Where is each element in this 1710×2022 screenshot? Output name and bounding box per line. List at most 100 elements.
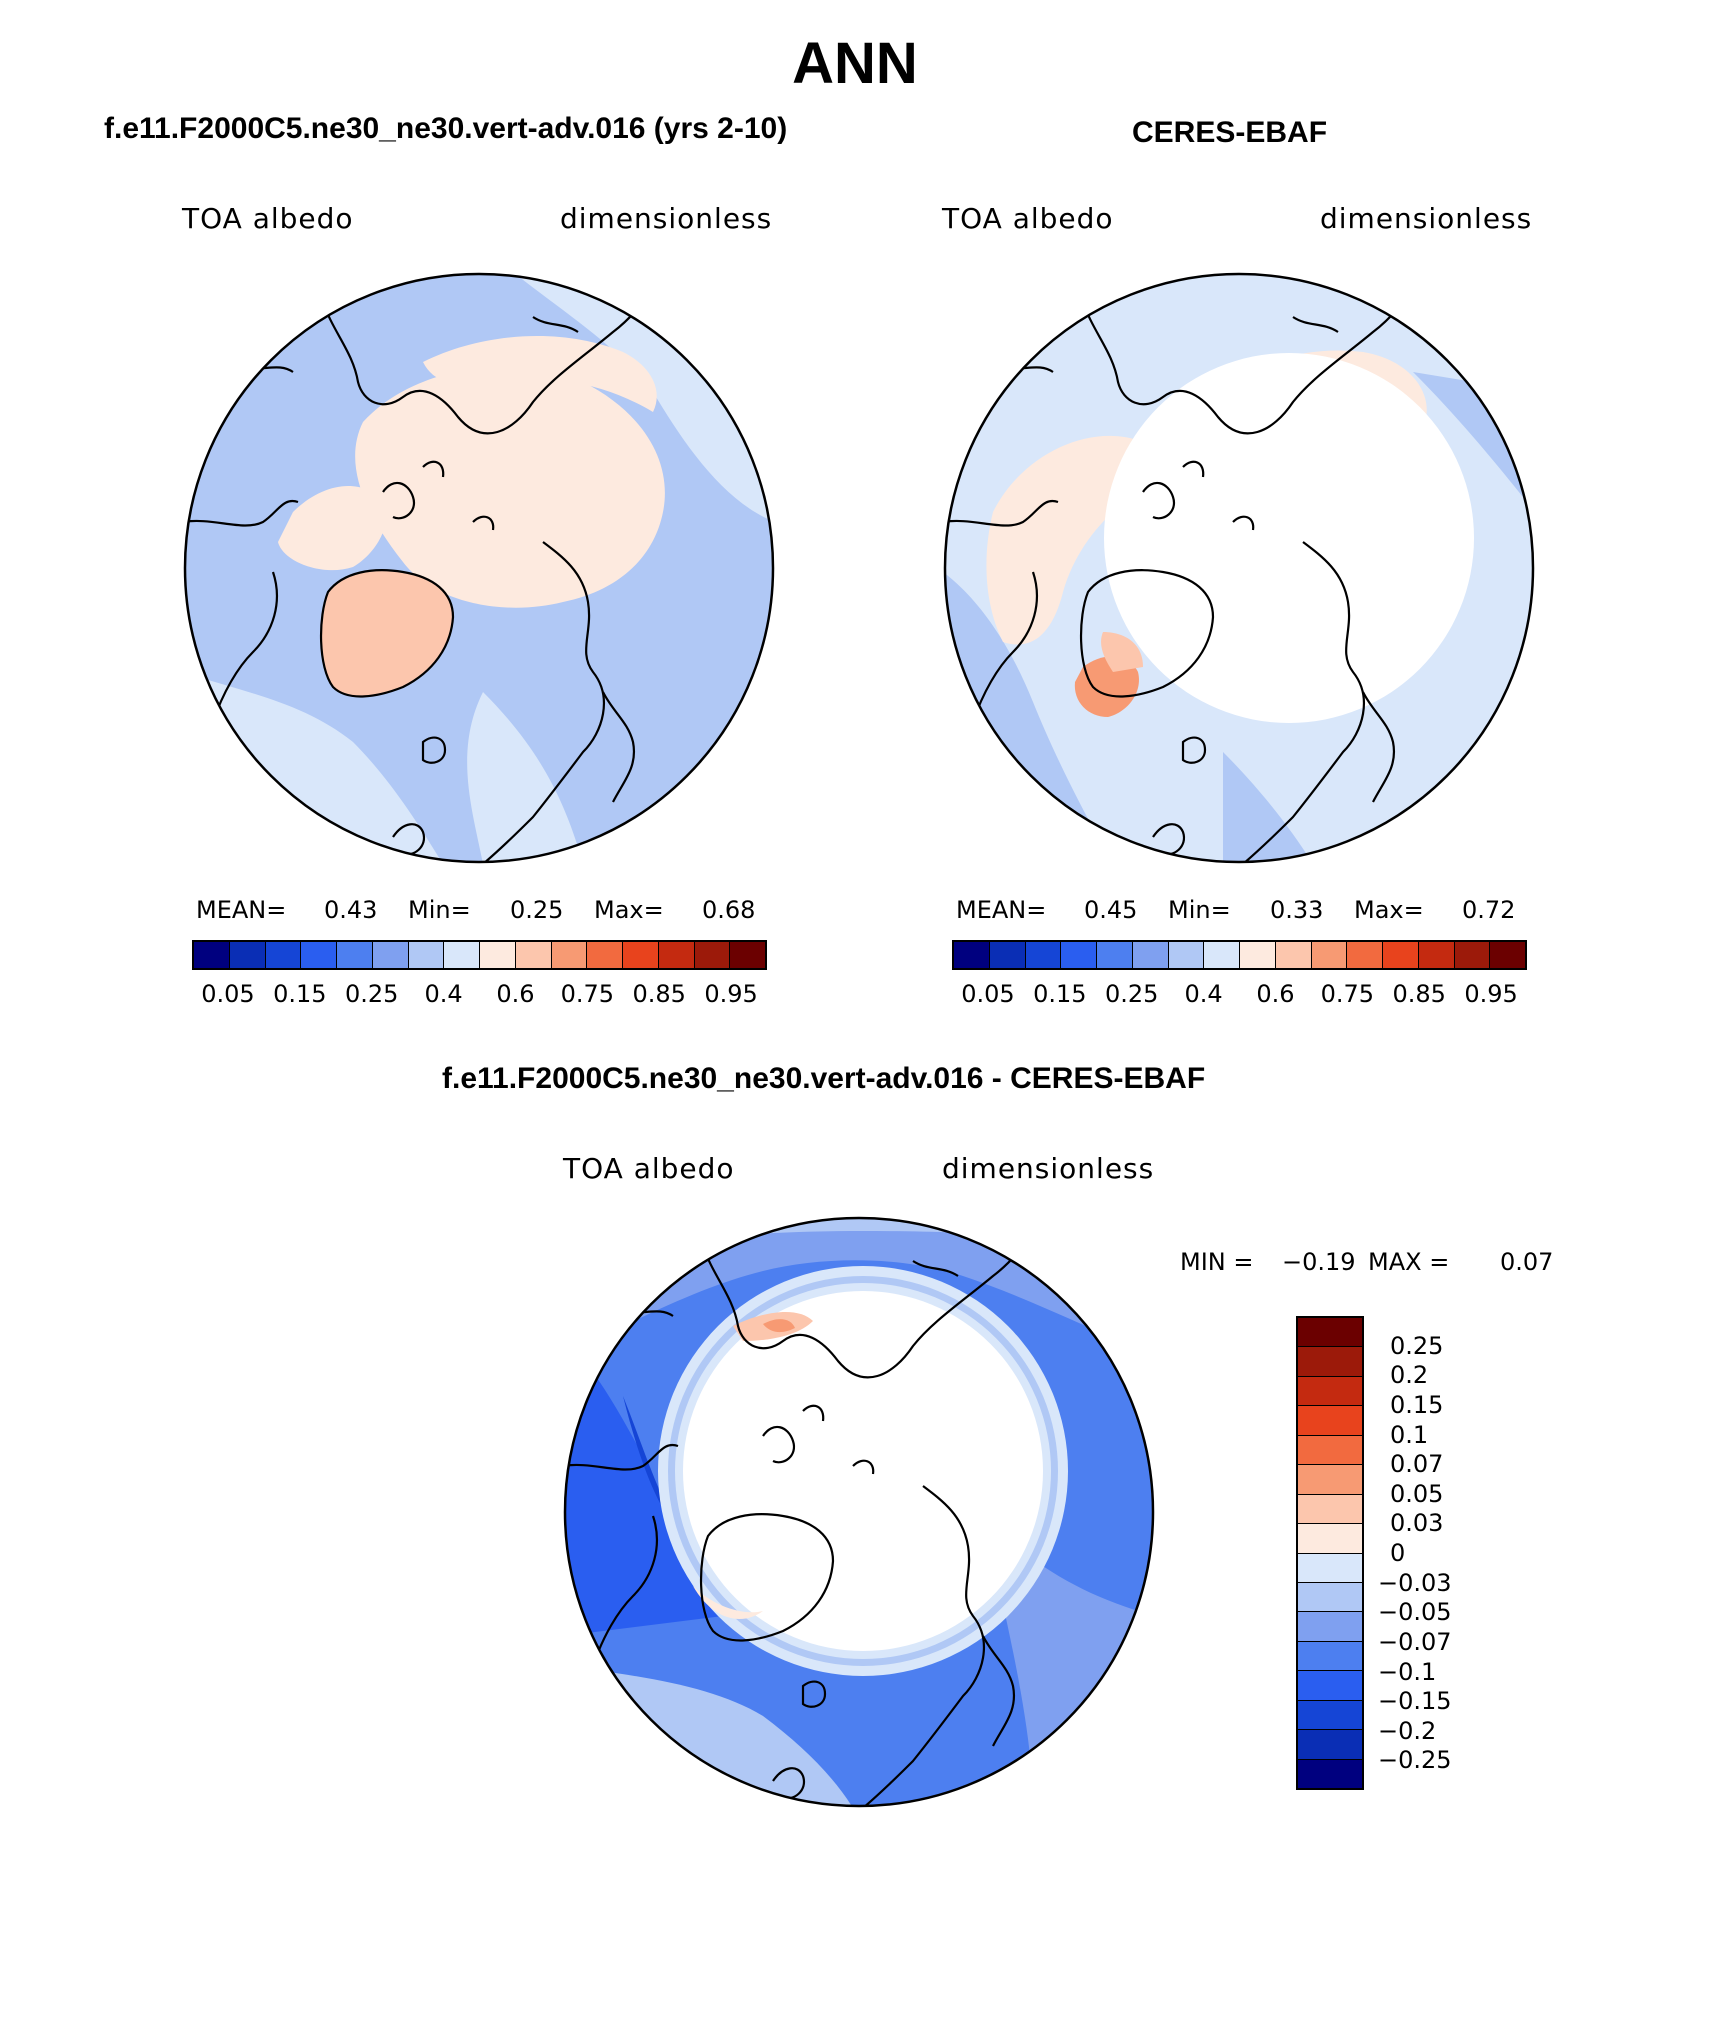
max-value-model: 0.68 (702, 896, 756, 924)
colorbar-tick-label: 0.85 (1392, 980, 1446, 1008)
colorbar-box (623, 942, 659, 968)
colorbar-tick-label: 0.05 (201, 980, 255, 1008)
mean-value-obs: 0.45 (1084, 896, 1138, 924)
colorbar-box (1298, 1641, 1362, 1672)
colorbar-tick-label: 0.6 (496, 980, 535, 1008)
colorbar-box (587, 942, 623, 968)
colorbar-box (694, 942, 731, 968)
colorbar-box (372, 942, 409, 968)
colorbar-box (337, 942, 373, 968)
colorbar-box (954, 942, 990, 968)
polar-map-obs (943, 272, 1535, 864)
colorbar-tick-label: 0.25 (1390, 1331, 1444, 1360)
figure-title: ANN (792, 31, 918, 96)
max-value-obs: 0.72 (1462, 896, 1516, 924)
colorbar-box (1168, 942, 1205, 968)
colorbar-ticks-diff: 0.25 0.2 0.15 0.1 0.07 0.05 0.03 0 −0.03 −0.05 −0.… (1378, 1316, 1498, 1790)
colorbar-tick-label: 0.75 (560, 980, 615, 1008)
min-label-obs: Min= (1168, 896, 1231, 924)
colorbar-box (301, 942, 337, 968)
colorbar-box (1298, 1494, 1362, 1525)
mean-value-model: 0.43 (324, 896, 378, 924)
colorbar-tick-label: 0.4 (1184, 980, 1223, 1008)
colorbar-diff (1296, 1316, 1364, 1790)
variable-label-diff: TOA albedo (563, 1152, 735, 1185)
colorbar-box (1025, 942, 1062, 968)
colorbar-box (1298, 1759, 1362, 1788)
colorbar-box (194, 942, 230, 968)
mean-label-model: MEAN= (196, 896, 287, 924)
units-label-diff: dimensionless (942, 1152, 1155, 1185)
variable-label-model: TOA albedo (182, 202, 354, 235)
min-value-obs: 0.33 (1270, 896, 1324, 924)
colorbar-box (551, 942, 588, 968)
colorbar-tick-label: −0.15 (1378, 1687, 1452, 1716)
colorbar-box (1132, 942, 1169, 968)
colorbar-box (1383, 942, 1419, 968)
colorbar-tick-label: 0.15 (1390, 1390, 1444, 1419)
colorbar-tick-label: 0.4 (424, 980, 463, 1008)
colorbar-box (989, 942, 1026, 968)
colorbar-box (1097, 942, 1133, 968)
colorbar-tick-label: 0.05 (1390, 1479, 1444, 1508)
colorbar-tick-label: 0.07 (1390, 1450, 1444, 1479)
colorbar-box (1298, 1524, 1362, 1554)
colorbar-tick-label: 0.2 (1390, 1361, 1429, 1390)
colorbar-box (1298, 1376, 1362, 1407)
colorbar-box (229, 942, 266, 968)
max-label-model: Max= (594, 896, 664, 924)
colorbar-ticks-obs: 0.05 0.15 0.25 0.4 0.6 0.75 0.85 0.95 (952, 980, 1527, 1010)
colorbar-tick-label: 0.75 (1320, 980, 1375, 1008)
colorbar-tick-label: 0.85 (632, 980, 686, 1008)
colorbar-tick-label: 0.95 (704, 980, 758, 1008)
panel-title-model: f.e11.F2000C5.ne30_ne30.vert-adv.016 (yr… (104, 112, 788, 145)
colorbar-model (192, 940, 767, 970)
colorbar-box (408, 942, 445, 968)
colorbar-box (1298, 1553, 1362, 1583)
colorbar-box (1490, 942, 1525, 968)
colorbar-tick-label: 0.15 (1033, 980, 1087, 1008)
colorbar-box (444, 942, 480, 968)
units-label-model: dimensionless (560, 202, 773, 235)
colorbar-box (1061, 942, 1097, 968)
variable-label-obs: TOA albedo (942, 202, 1114, 235)
polar-map-diff (563, 1216, 1155, 1808)
colorbar-box (1240, 942, 1276, 968)
colorbar-box (1298, 1671, 1362, 1701)
mean-label-obs: MEAN= (956, 896, 1047, 924)
colorbar-tick-label: −0.2 (1378, 1716, 1437, 1745)
colorbar-box (1454, 942, 1491, 968)
colorbar-box (1298, 1435, 1362, 1466)
colorbar-box (1311, 942, 1348, 968)
colorbar-box (1298, 1730, 1362, 1760)
max-value-diff: 0.07 (1500, 1248, 1554, 1276)
colorbar-obs (952, 940, 1527, 970)
max-label-diff: MAX = (1368, 1248, 1450, 1276)
colorbar-tick-label: 0 (1390, 1539, 1406, 1567)
colorbar-box (1298, 1465, 1362, 1495)
panel-title-diff: f.e11.F2000C5.ne30_ne30.vert-adv.016 - C… (442, 1062, 1206, 1095)
colorbar-box (480, 942, 516, 968)
colorbar-tick-label: 0.95 (1464, 980, 1518, 1008)
colorbar-box (1418, 942, 1455, 968)
colorbar-tick-label: 0.25 (1104, 980, 1159, 1008)
colorbar-tick-label: −0.03 (1378, 1568, 1452, 1597)
colorbar-tick-label: 0.03 (1390, 1509, 1444, 1538)
colorbar-tick-label: 0.15 (273, 980, 327, 1008)
colorbar-box (1347, 942, 1383, 968)
colorbar-box (1298, 1700, 1362, 1731)
colorbar-tick-label: −0.25 (1378, 1746, 1452, 1775)
max-label-obs: Max= (1354, 896, 1424, 924)
colorbar-box (730, 942, 765, 968)
colorbar-box (265, 942, 302, 968)
min-value-model: 0.25 (510, 896, 564, 924)
colorbar-tick-label: 0.25 (344, 980, 399, 1008)
colorbar-tick-label: 0.05 (961, 980, 1015, 1008)
min-label-model: Min= (408, 896, 471, 924)
min-value-diff: −0.19 (1282, 1248, 1356, 1276)
colorbar-box (1204, 942, 1240, 968)
colorbar-box (658, 942, 695, 968)
min-label-diff: MIN = (1180, 1248, 1254, 1276)
panel-title-obs: CERES-EBAF (1132, 116, 1328, 149)
colorbar-tick-label: −0.05 (1378, 1598, 1452, 1627)
